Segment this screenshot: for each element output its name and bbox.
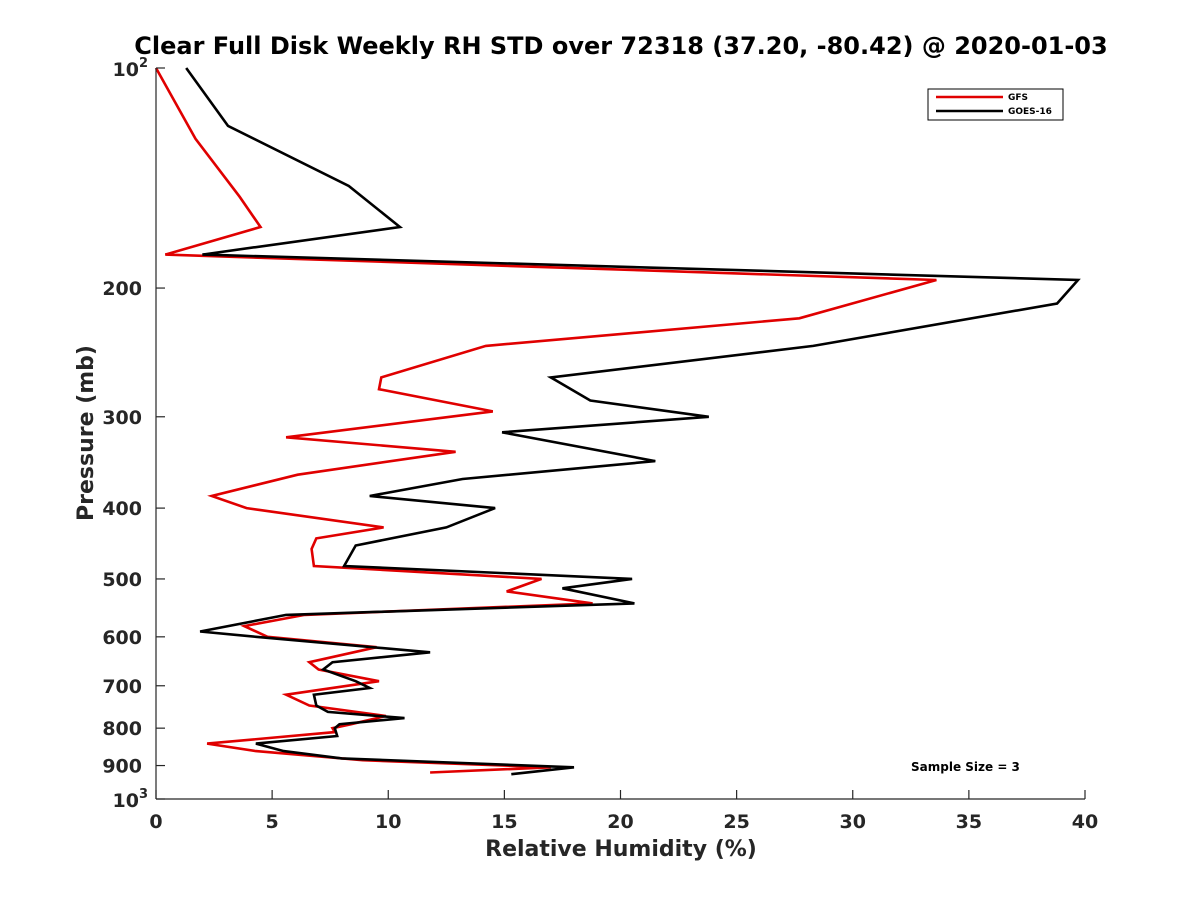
y-tick-label: 200 — [102, 278, 142, 300]
plot-frame — [156, 68, 1085, 799]
x-tick-label: 30 — [840, 811, 866, 833]
y-tick-label: 102 — [113, 56, 149, 81]
y-tick-label: 300 — [102, 407, 142, 429]
series-line-gfs — [154, 67, 937, 774]
y-tick-label: 500 — [102, 569, 142, 591]
x-tick-label: 5 — [266, 811, 279, 833]
y-tick-label: 103 — [113, 787, 149, 812]
x-tick-label: 15 — [491, 811, 517, 833]
y-axis-label: Pressure (mb) — [74, 345, 99, 521]
x-tick-label: 25 — [723, 811, 749, 833]
x-tick-label: 10 — [375, 811, 401, 833]
x-tick-label: 40 — [1072, 811, 1098, 833]
legend-label-gfs: GFS — [1008, 93, 1028, 103]
x-ticks: 0 5 10 15 20 25 30 35 40 — [149, 790, 1098, 833]
y-tick-label: 800 — [102, 718, 142, 740]
x-tick-label: 20 — [607, 811, 633, 833]
x-tick-label: 0 — [149, 811, 162, 833]
legend: GFS GOES-16 — [927, 88, 1064, 121]
legend-label-goes-16: GOES-16 — [1008, 107, 1052, 117]
series-layer — [154, 67, 1081, 776]
y-ticks: 102 200 300 400 500 600 700 800 900 103 — [102, 56, 165, 812]
y-tick-label: 600 — [102, 627, 142, 649]
sample-size-annotation: Sample Size = 3 — [911, 760, 1020, 774]
chart-title: Clear Full Disk Weekly RH STD over 72318… — [134, 32, 1107, 60]
y-tick-label: 700 — [102, 676, 142, 698]
x-axis-label: Relative Humidity (%) — [485, 837, 757, 862]
series-line-goes-16 — [185, 67, 1081, 776]
legend-box — [927, 88, 1064, 121]
y-tick-label: 900 — [102, 756, 142, 778]
y-tick-label: 400 — [102, 498, 142, 520]
x-tick-label: 35 — [956, 811, 982, 833]
